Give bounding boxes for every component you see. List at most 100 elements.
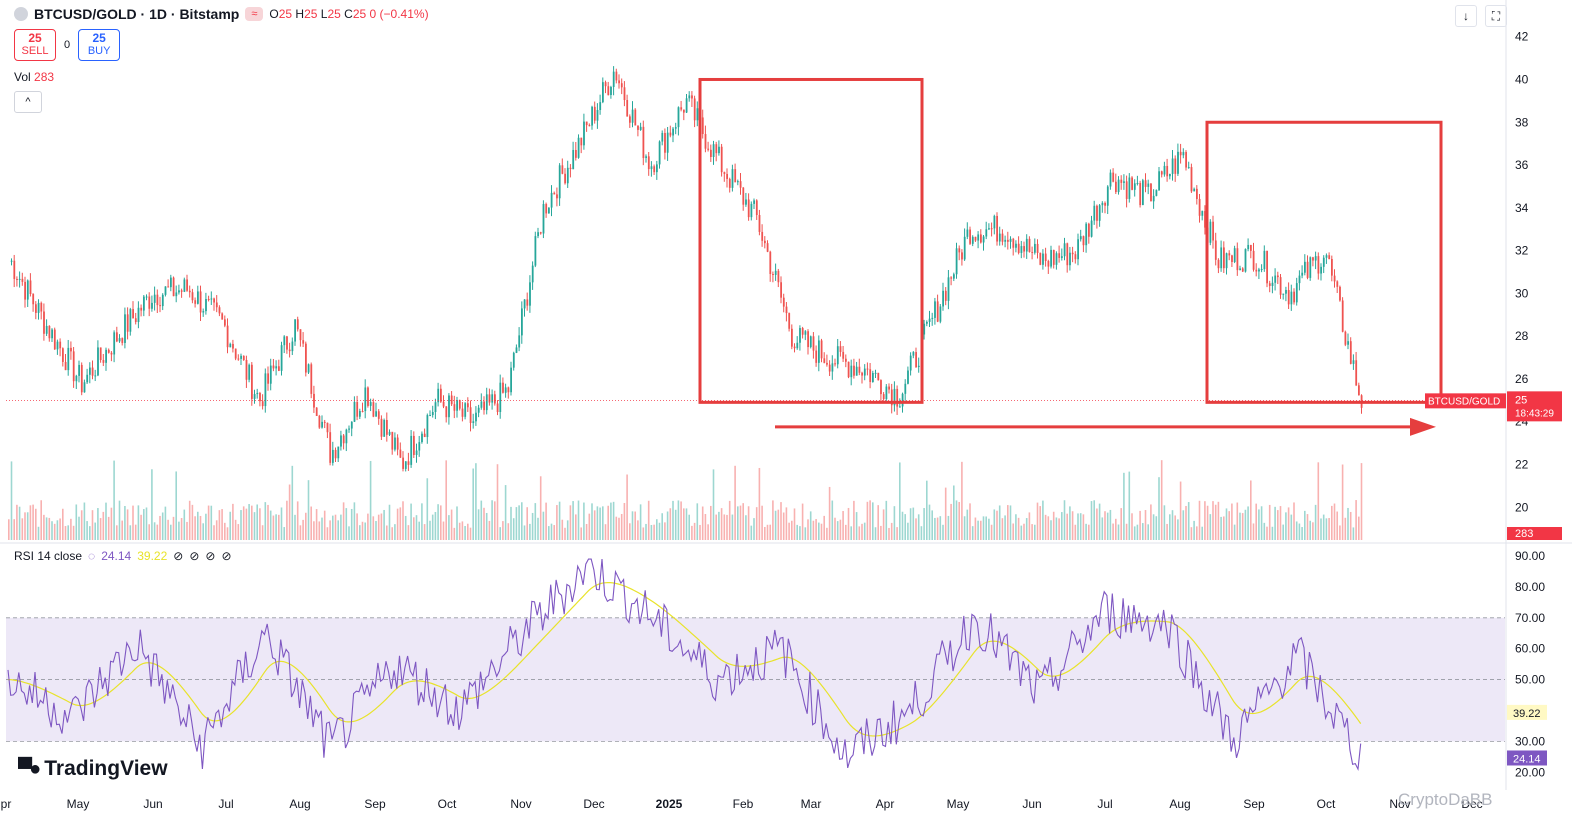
candle bbox=[1123, 181, 1125, 183]
volume-bar bbox=[267, 504, 269, 540]
volume-bar bbox=[8, 519, 10, 540]
candle bbox=[213, 298, 215, 303]
candle bbox=[18, 278, 21, 280]
volume-bar bbox=[164, 506, 167, 540]
volume-bar bbox=[739, 505, 742, 540]
volume-bar bbox=[202, 523, 204, 540]
volume-bar bbox=[302, 519, 304, 540]
candle bbox=[1052, 249, 1055, 265]
volume-bar bbox=[296, 501, 299, 540]
volume-bar bbox=[161, 512, 164, 540]
candle bbox=[653, 166, 656, 173]
eye-off-icon[interactable]: ⊘ bbox=[189, 549, 200, 563]
volume-bar bbox=[129, 525, 132, 540]
volume-bar bbox=[820, 523, 823, 540]
candle bbox=[288, 349, 291, 352]
volume-bar bbox=[917, 514, 920, 540]
candle bbox=[226, 325, 229, 348]
volume-bar bbox=[1171, 510, 1174, 540]
volume-bar bbox=[650, 524, 653, 540]
rsi-label[interactable]: RSI 14 close bbox=[14, 549, 83, 563]
volume-bar bbox=[475, 463, 477, 540]
candle bbox=[453, 404, 456, 411]
volume-bar bbox=[801, 503, 804, 540]
candle bbox=[278, 366, 280, 371]
candle bbox=[375, 411, 377, 417]
eye-off-icon[interactable]: ⊘ bbox=[173, 549, 184, 563]
candle bbox=[1314, 256, 1317, 261]
volume-bar bbox=[642, 527, 645, 540]
eye-off-icon[interactable]: ⊘ bbox=[205, 549, 216, 563]
sell-button[interactable]: 25 SELL bbox=[14, 29, 56, 61]
candle bbox=[750, 203, 753, 218]
volume-bar bbox=[661, 513, 663, 540]
candle bbox=[124, 314, 126, 343]
candle bbox=[680, 107, 683, 110]
volume-bar bbox=[1306, 514, 1309, 540]
time-tick-label: Oct bbox=[438, 797, 457, 811]
candle bbox=[232, 343, 234, 349]
volume-bar bbox=[288, 484, 291, 540]
volume-bar bbox=[429, 520, 431, 540]
time-tick-label: Aug bbox=[1169, 797, 1190, 811]
candle bbox=[1344, 331, 1347, 345]
indicator-icon[interactable]: ≈ bbox=[245, 7, 264, 21]
candle bbox=[134, 318, 137, 323]
candle bbox=[399, 449, 402, 458]
time-tick-label: Apr bbox=[876, 797, 895, 811]
volume-bar bbox=[1185, 505, 1187, 540]
volume-bar bbox=[448, 515, 450, 540]
volume-bar bbox=[1252, 523, 1255, 540]
candle bbox=[1169, 173, 1171, 177]
volume-bar bbox=[723, 514, 726, 540]
chevron-up-icon[interactable]: ^ bbox=[14, 91, 42, 113]
time-tick-label: 2025 bbox=[656, 797, 683, 811]
candle bbox=[345, 429, 348, 444]
volume-bar bbox=[1255, 503, 1257, 540]
volume-bar bbox=[985, 516, 987, 540]
volume-bar bbox=[353, 502, 356, 540]
buy-button[interactable]: 25 BUY bbox=[78, 29, 121, 61]
fullscreen-icon[interactable]: ⛶ bbox=[1485, 5, 1507, 27]
candle bbox=[348, 428, 350, 430]
volume-bar bbox=[728, 500, 731, 540]
volume-bar bbox=[32, 504, 34, 540]
volume-bars bbox=[8, 460, 1363, 540]
volume-bar bbox=[1058, 518, 1060, 540]
rsi-tick-label: 70.00 bbox=[1515, 611, 1545, 625]
volume-bar bbox=[80, 510, 83, 540]
candle bbox=[534, 236, 537, 266]
symbol-title[interactable]: BTCUSD/GOLD · 1D · Bitstamp bbox=[34, 6, 240, 22]
candle bbox=[37, 302, 40, 313]
candle bbox=[542, 204, 545, 234]
volume-bar bbox=[1220, 516, 1222, 540]
volume-bar bbox=[242, 506, 245, 540]
candle bbox=[620, 83, 623, 88]
candle bbox=[512, 352, 515, 368]
volume-bar bbox=[712, 469, 715, 540]
candle bbox=[639, 126, 642, 130]
download-icon[interactable]: ↓ bbox=[1455, 5, 1477, 27]
volume-bar bbox=[596, 506, 599, 540]
candle bbox=[205, 299, 207, 312]
candle bbox=[1042, 253, 1044, 265]
volume-bar bbox=[261, 525, 264, 540]
volume-bar bbox=[375, 521, 377, 540]
volume-bar bbox=[920, 526, 923, 540]
candle bbox=[283, 336, 286, 346]
candle bbox=[72, 351, 75, 382]
eye-off-icon[interactable]: ⊘ bbox=[221, 549, 232, 563]
volume-bar bbox=[1101, 517, 1104, 540]
volume-bar bbox=[172, 516, 175, 540]
candle bbox=[1096, 205, 1098, 221]
candle bbox=[356, 402, 359, 417]
candle bbox=[1277, 275, 1279, 278]
candle bbox=[998, 233, 1001, 242]
volume-bar bbox=[777, 509, 780, 540]
volume-bar bbox=[828, 486, 831, 540]
volume-bar bbox=[399, 507, 402, 540]
candle bbox=[980, 234, 982, 243]
volume-bar bbox=[124, 505, 126, 540]
candle bbox=[1331, 258, 1333, 276]
volume-bar bbox=[664, 522, 666, 540]
